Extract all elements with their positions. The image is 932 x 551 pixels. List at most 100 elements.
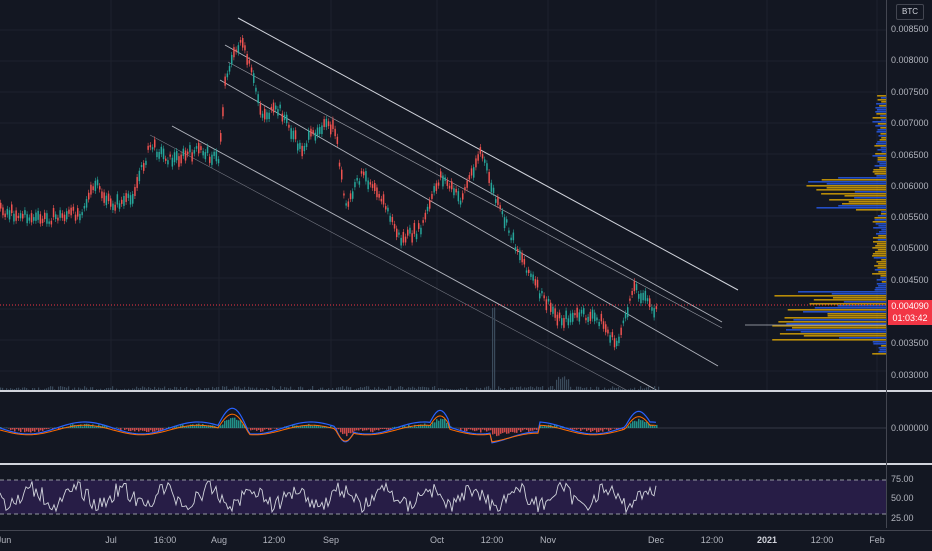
candle xyxy=(169,155,171,157)
candle xyxy=(583,308,585,314)
candle xyxy=(229,66,231,72)
volume-profile-bar xyxy=(878,159,886,161)
last-price-value: 0.004090 xyxy=(888,300,932,312)
macd-hist-bar xyxy=(136,428,138,430)
volume-profile-bar xyxy=(839,337,886,339)
candle xyxy=(141,165,143,167)
candle xyxy=(521,253,523,262)
candle xyxy=(200,146,202,150)
time-tick: 12:00 xyxy=(263,535,286,545)
candle xyxy=(444,177,446,180)
candle xyxy=(576,308,578,318)
candle xyxy=(631,291,633,295)
pane-divider-rsi[interactable] xyxy=(0,463,932,465)
volume-profile-bar xyxy=(877,283,886,285)
volume-profile-bar xyxy=(878,351,886,353)
candle xyxy=(497,197,499,205)
volume-profile-bar xyxy=(803,311,886,313)
candle xyxy=(46,213,48,223)
volume-profile-bar xyxy=(872,255,886,257)
volume-profile-bar xyxy=(856,209,886,211)
candle xyxy=(128,194,130,198)
macd-hist-bar xyxy=(154,428,156,431)
candle xyxy=(117,194,119,204)
candle xyxy=(242,38,244,48)
candle xyxy=(191,152,193,161)
candle xyxy=(62,213,64,218)
volume-profile-bar xyxy=(838,205,886,207)
pane-divider-macd[interactable] xyxy=(0,390,932,392)
macd-pane[interactable] xyxy=(0,393,886,463)
currency-badge[interactable]: BTC xyxy=(896,4,924,20)
price-axis[interactable]: BTC 0.008500 0.008000 0.007500 0.007000 … xyxy=(886,0,932,528)
candle xyxy=(587,317,589,322)
candle xyxy=(209,157,211,163)
candle xyxy=(550,303,552,312)
candle xyxy=(447,180,449,185)
volume-profile-bar xyxy=(874,257,886,259)
rsi-chart[interactable] xyxy=(0,466,886,528)
volume-profile-bar xyxy=(878,135,886,137)
channel-line xyxy=(225,45,722,322)
candle xyxy=(310,129,312,137)
candle xyxy=(414,223,416,234)
time-axis[interactable]: Jun Jul 16:00 Aug 12:00 Sep Oct 12:00 No… xyxy=(0,530,932,551)
candle xyxy=(286,115,288,123)
macd-hist-bar xyxy=(574,428,576,429)
price-tick: 0.007500 xyxy=(891,87,929,97)
volume-profile-bar xyxy=(879,167,886,169)
macd-hist-bar xyxy=(442,419,444,428)
candle xyxy=(649,298,651,307)
volume-profile-bar xyxy=(876,261,886,263)
price-chart[interactable] xyxy=(0,0,886,390)
candle xyxy=(495,199,497,203)
candle xyxy=(543,295,545,298)
macd-hist-bar xyxy=(158,428,160,431)
candle xyxy=(26,214,28,223)
candle xyxy=(321,125,323,134)
macd-hist-bar xyxy=(632,421,634,428)
time-tick: Aug xyxy=(211,535,227,545)
candle xyxy=(480,147,482,154)
candle xyxy=(260,104,262,115)
candle xyxy=(524,259,526,264)
volume-profile-bar xyxy=(878,129,886,131)
candle xyxy=(174,152,176,162)
macd-hist-bar xyxy=(492,428,494,434)
macd-hist-bar xyxy=(478,428,480,430)
candle xyxy=(279,105,281,109)
macd-hist-bar xyxy=(356,428,358,430)
macd-hist-bar xyxy=(12,428,14,430)
candle xyxy=(297,144,299,151)
candle xyxy=(64,215,66,221)
candle xyxy=(77,208,79,217)
candle xyxy=(482,154,484,158)
rsi-pane[interactable] xyxy=(0,466,886,528)
candle xyxy=(330,125,332,135)
volume-profile-bar xyxy=(878,271,886,273)
rsi-tick: 50.00 xyxy=(891,493,914,503)
candle xyxy=(541,291,543,293)
candle xyxy=(235,50,237,52)
macd-hist-bar xyxy=(42,428,44,431)
candle xyxy=(442,176,444,187)
candle xyxy=(306,143,308,147)
candle xyxy=(75,215,77,221)
volume-profile-bar xyxy=(877,109,886,111)
macd-hist-bar xyxy=(488,428,490,430)
candle xyxy=(508,230,510,232)
volume-profile-bar xyxy=(873,227,886,229)
candle xyxy=(596,317,598,320)
macd-hist-bar xyxy=(602,428,604,432)
candle xyxy=(130,195,132,204)
price-pane[interactable] xyxy=(0,0,886,390)
macd-chart[interactable] xyxy=(0,393,886,463)
candle xyxy=(68,210,70,214)
candle xyxy=(475,158,477,167)
macd-hist-bar xyxy=(226,420,228,428)
volume-profile-bar xyxy=(786,323,886,325)
candle xyxy=(266,112,268,119)
macd-hist-bar xyxy=(236,420,238,428)
candle xyxy=(277,109,279,115)
